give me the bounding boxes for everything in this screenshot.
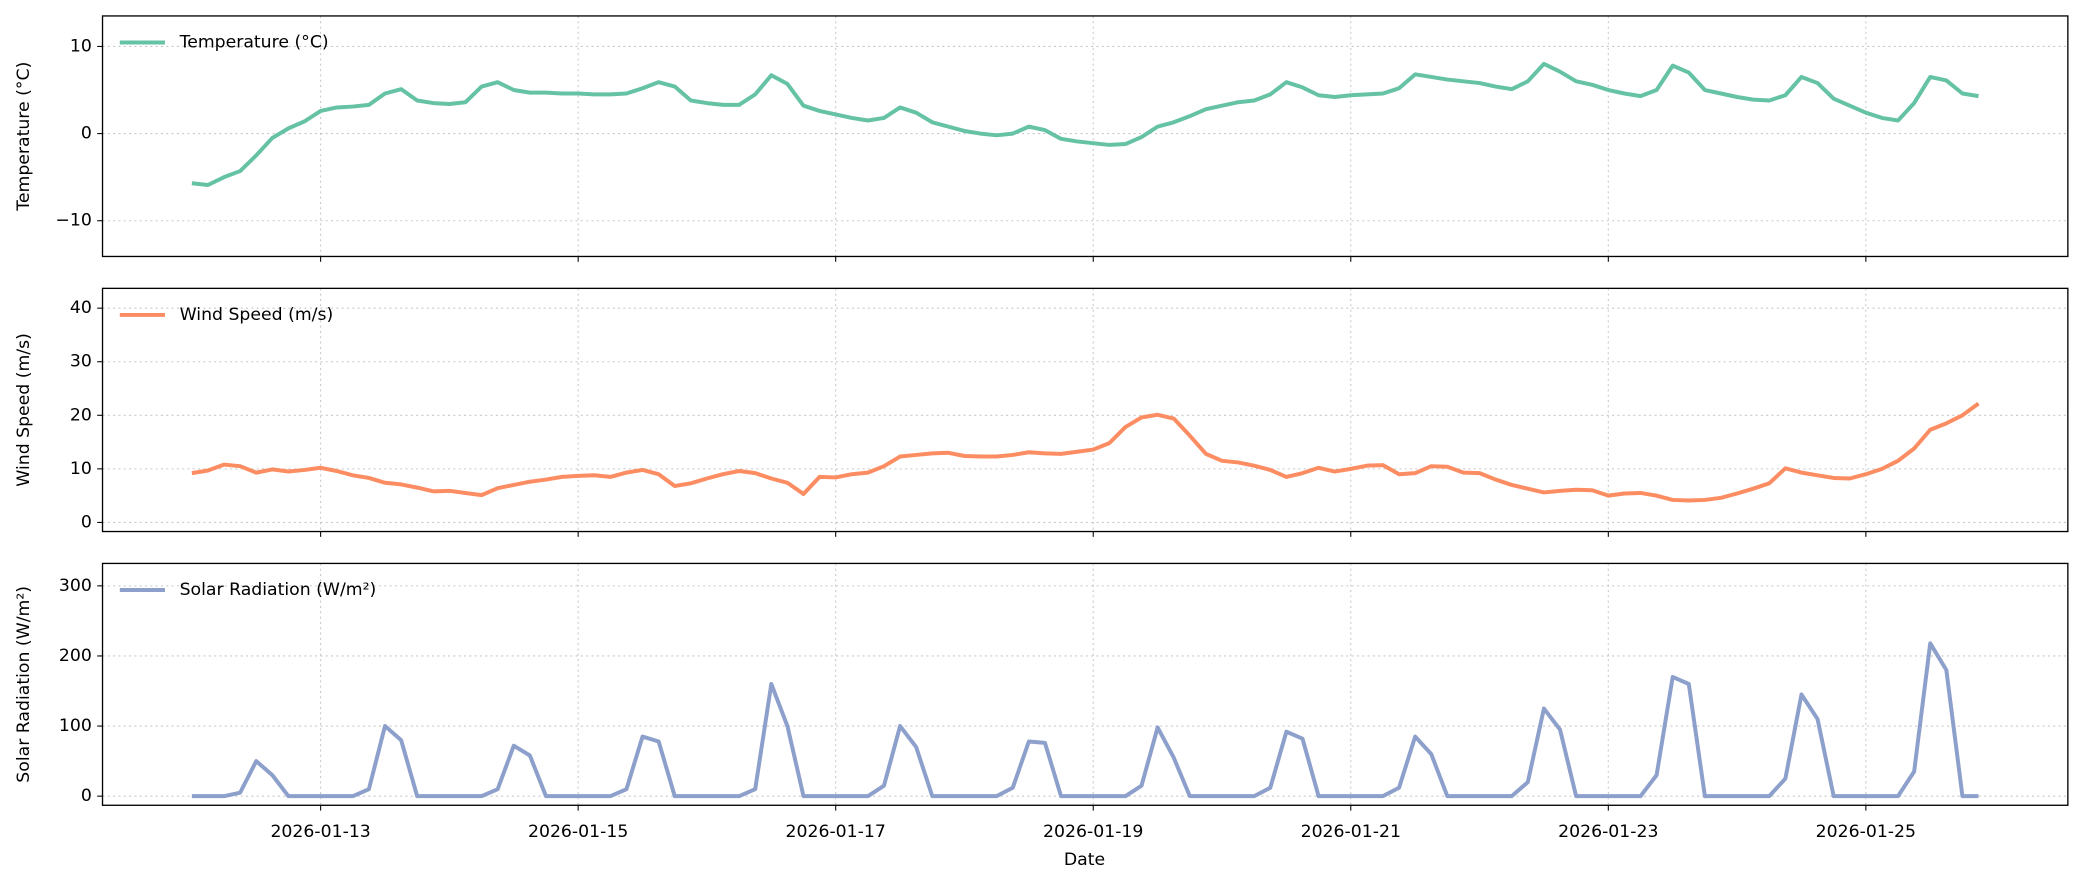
y-tick-label: 0: [81, 124, 92, 144]
y-tick-label: 300: [59, 576, 92, 596]
data-line: [191, 401, 1980, 503]
y-axis-label: Solar Radiation (W/m²): [14, 586, 34, 783]
legend-label: Temperature (°C): [179, 33, 329, 53]
axes-frame: [101, 287, 2069, 533]
y-tick-label: 0: [81, 512, 92, 532]
legend-label: Solar Radiation (W/m²): [180, 580, 377, 600]
y-tick-label: 0: [81, 786, 92, 806]
y-axis-label: Wind Speed (m/s): [14, 333, 34, 487]
x-tick-label: 2026-01-17: [786, 822, 886, 842]
y-tick-label: 200: [59, 646, 92, 666]
x-tick-label: 2026-01-25: [1816, 822, 1916, 842]
x-tick-label: 2026-01-19: [1043, 822, 1143, 842]
y-tick-label: 30: [70, 352, 92, 372]
axes-frame: [101, 15, 2069, 258]
x-axis-label: Date: [1064, 850, 1105, 870]
y-tick-label: −10: [55, 211, 91, 231]
data-line: [191, 61, 1979, 187]
data-line: [191, 641, 1979, 799]
x-tick-label: 2026-01-15: [528, 822, 628, 842]
y-tick-label: 40: [70, 298, 92, 318]
legend-label: Wind Speed (m/s): [180, 305, 334, 325]
y-tick-label: 20: [70, 405, 92, 425]
x-tick-label: 2026-01-23: [1558, 822, 1658, 842]
x-tick-label: 2026-01-21: [1301, 822, 1401, 842]
y-tick-label: 10: [70, 36, 92, 56]
x-tick-label: 2026-01-13: [270, 822, 370, 842]
y-tick-label: 100: [59, 716, 92, 736]
y-tick-label: 10: [70, 459, 92, 479]
axes-frame: [101, 562, 2069, 806]
y-axis-label: Temperature (°C): [14, 62, 34, 212]
